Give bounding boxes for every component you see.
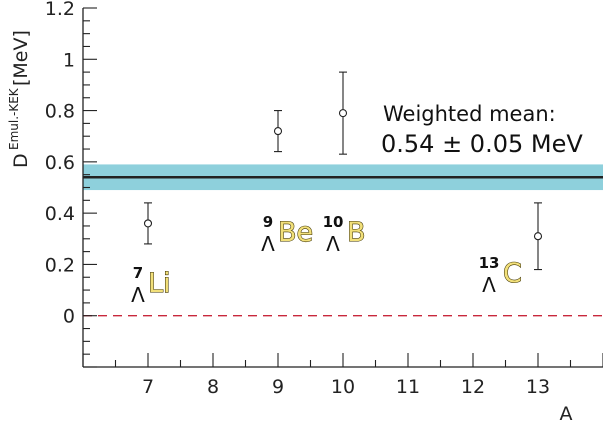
x-tick-label: 10 xyxy=(331,376,355,398)
x-tick-label: 7 xyxy=(142,376,154,398)
data-point-group xyxy=(143,202,153,245)
y-tick-label: 0.4 xyxy=(45,203,75,225)
lambda-subscript: Λ xyxy=(131,283,145,307)
annotation-line2: 0.54 ± 0.05 MeV xyxy=(381,130,583,158)
lambda-subscript: Λ xyxy=(482,273,496,297)
data-point-marker xyxy=(338,109,348,118)
data-point-group xyxy=(273,110,283,153)
hypernucleus-label: Λ9 Be xyxy=(261,213,314,256)
data-point-marker xyxy=(533,232,543,241)
mass-number: 10 xyxy=(323,213,344,231)
element-symbol: Li xyxy=(148,268,171,299)
y-tick-label: 0.2 xyxy=(45,254,75,276)
lambda-subscript: Λ xyxy=(326,232,340,256)
y-tick-label: 0.8 xyxy=(45,101,75,123)
hypernucleus-label: Λ13 C xyxy=(479,254,523,297)
y-axis-label-superscript: Emul.-KEK xyxy=(7,87,21,150)
data-point-group xyxy=(338,71,348,155)
y-tick-label: 1 xyxy=(63,49,75,71)
data-point-marker xyxy=(273,127,283,136)
x-tick-label: 13 xyxy=(526,376,550,398)
element-symbol: C xyxy=(503,258,522,289)
y-axis-label: D xyxy=(10,153,32,168)
mass-number: 7 xyxy=(133,264,143,282)
y-tick-label: 1.2 xyxy=(45,0,75,20)
data-point-group xyxy=(533,202,543,271)
data-point-marker xyxy=(143,219,153,228)
lambda-subscript: Λ xyxy=(261,232,275,256)
x-tick-label: 11 xyxy=(396,376,420,398)
annotation-line1: Weighted mean: xyxy=(383,102,556,126)
element-symbol: B xyxy=(347,217,366,248)
x-tick-label: 8 xyxy=(207,376,219,398)
hypernucleus-label: Λ10 B xyxy=(323,213,367,256)
mass-number: 9 xyxy=(263,213,273,231)
x-axis-label: A xyxy=(560,403,573,425)
y-tick-label: 0 xyxy=(63,306,75,328)
hypernucleus-label: Λ7 Li xyxy=(131,264,171,307)
element-symbol: Be xyxy=(278,217,313,248)
mass-number: 13 xyxy=(479,254,500,272)
y-axis-unit: [MeV] xyxy=(10,30,32,86)
y-tick-label: 0.6 xyxy=(45,152,75,174)
x-tick-label: 12 xyxy=(461,376,485,398)
x-tick-label: 9 xyxy=(272,376,284,398)
